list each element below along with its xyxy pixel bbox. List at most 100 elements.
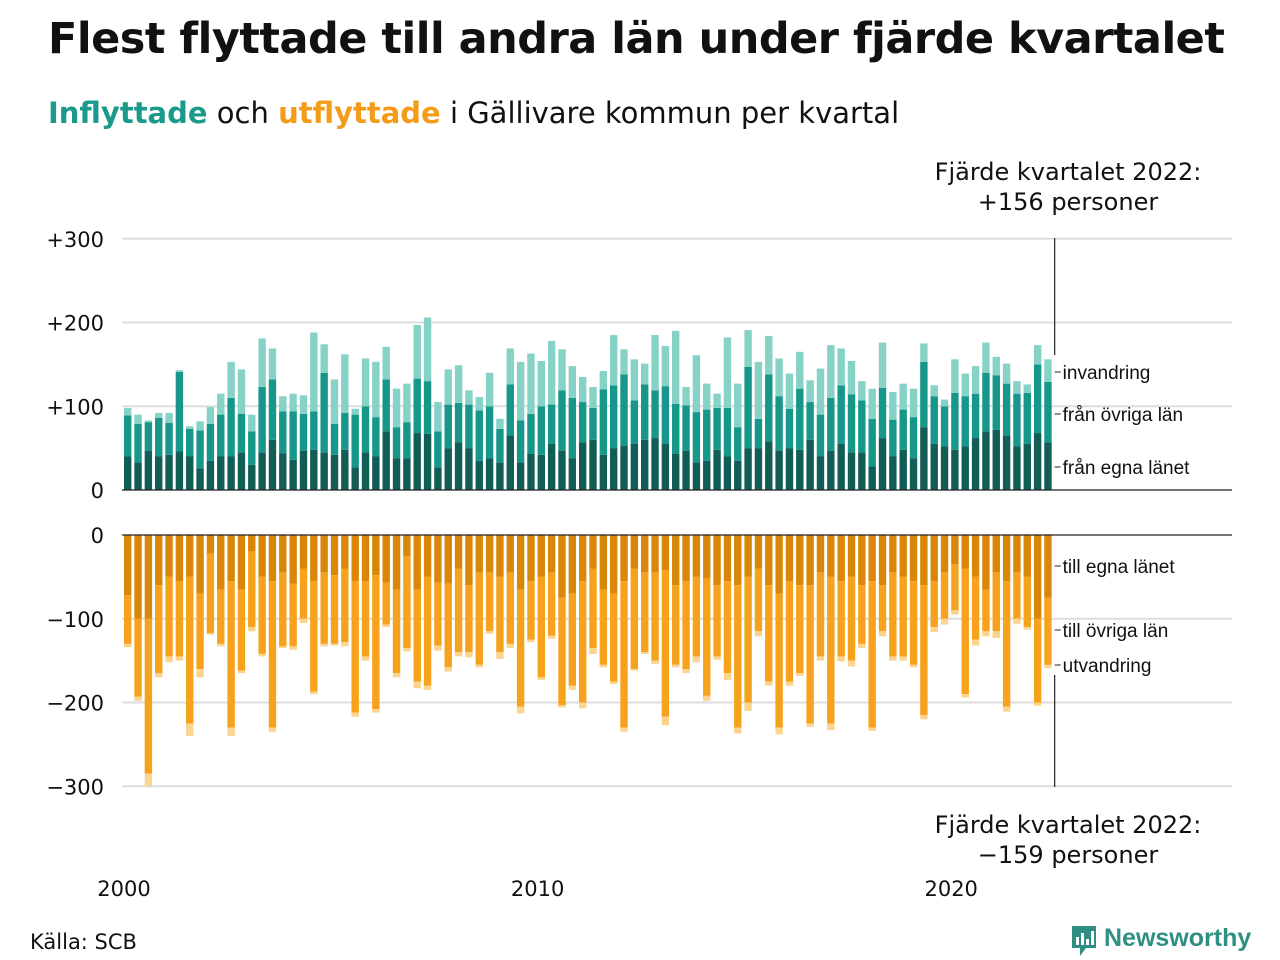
bar-outflow-local	[816, 535, 825, 573]
bar-inflow-immigration	[992, 356, 1000, 376]
bar-inflow-local	[361, 452, 370, 490]
bar-outflow-other	[392, 589, 401, 674]
bar-outflow-local	[1023, 535, 1031, 577]
bar-inflow-other	[744, 366, 752, 449]
bar-outflow-emigration	[279, 646, 287, 649]
bar-inflow-immigration	[475, 397, 483, 411]
bar-inflow-other	[289, 411, 297, 460]
bar-outflow-emigration	[889, 656, 897, 661]
bar-outflow-other	[620, 581, 628, 728]
bar-outflow-other	[868, 581, 876, 728]
bar-inflow-local	[1002, 435, 1011, 490]
bar-inflow-immigration	[268, 348, 277, 380]
bar-outflow-local	[578, 535, 587, 582]
bar-outflow-emigration	[971, 639, 980, 646]
bar-outflow-local	[858, 535, 866, 586]
bar-outflow-other	[372, 575, 380, 710]
bar-inflow-immigration	[547, 340, 556, 405]
bar-outflow-local	[785, 535, 794, 582]
bar-outflow-other	[1033, 618, 1042, 703]
y-tick-label-top: +300	[46, 228, 104, 252]
bar-inflow-other	[248, 431, 256, 465]
bar-inflow-local	[692, 462, 701, 490]
bar-outflow-local	[175, 535, 184, 582]
bar-outflow-other	[630, 568, 639, 669]
bar-outflow-other	[920, 585, 928, 716]
bar-outflow-emigration	[806, 723, 814, 727]
bar-outflow-other	[279, 572, 287, 647]
bar-inflow-immigration	[899, 383, 907, 410]
bar-inflow-other	[837, 385, 845, 444]
bar-inflow-other	[878, 387, 887, 439]
bar-outflow-local	[155, 535, 163, 586]
bar-inflow-other	[930, 396, 938, 444]
bar-outflow-other	[155, 585, 163, 674]
bar-inflow-local	[1023, 443, 1031, 490]
bar-outflow-local	[692, 535, 701, 577]
bar-outflow-emigration	[641, 652, 649, 654]
bar-inflow-local	[299, 450, 308, 490]
bar-inflow-immigration	[372, 361, 380, 418]
bar-inflow-other	[765, 374, 773, 442]
bar-inflow-local	[909, 458, 918, 490]
bar-outflow-other	[609, 593, 618, 682]
bar-outflow-local	[1002, 535, 1011, 582]
bar-outflow-local	[889, 535, 897, 573]
bar-outflow-emigration	[785, 681, 794, 686]
bar-inflow-local	[847, 452, 856, 490]
bar-inflow-local	[475, 460, 483, 490]
bar-outflow-other	[785, 581, 794, 682]
bar-inflow-immigration	[816, 368, 825, 415]
bar-inflow-immigration	[248, 414, 256, 432]
bar-inflow-immigration	[165, 412, 173, 423]
bar-outflow-local	[837, 535, 845, 582]
bar-inflow-immigration	[465, 390, 473, 405]
bar-inflow-immigration	[1023, 384, 1031, 393]
bar-inflow-local	[827, 450, 835, 490]
bar-outflow-emigration	[661, 716, 670, 726]
bar-inflow-immigration	[920, 343, 928, 362]
bar-outflow-other	[330, 575, 339, 644]
bar-outflow-local	[227, 535, 235, 582]
bar-inflow-local	[713, 449, 721, 490]
bar-inflow-local	[248, 464, 256, 490]
bar-inflow-immigration	[516, 361, 525, 421]
bar-outflow-other	[444, 583, 452, 668]
bar-inflow-other	[899, 409, 907, 450]
bar-outflow-local	[961, 535, 969, 569]
subtitle-inflow-word: Inflyttade	[48, 96, 208, 130]
bar-inflow-local	[630, 443, 639, 490]
bar-outflow-emigration	[734, 727, 742, 734]
bar-outflow-local	[434, 535, 442, 583]
bar-outflow-emigration	[516, 706, 525, 714]
bar-outflow-other	[1044, 597, 1052, 665]
bar-inflow-immigration	[558, 349, 566, 391]
bar-outflow-local	[144, 535, 153, 619]
bar-outflow-local	[454, 535, 463, 569]
bar-inflow-local	[868, 466, 876, 490]
bar-inflow-local	[754, 448, 763, 490]
bar-outflow-local	[310, 535, 318, 582]
bar-outflow-emigration	[920, 715, 928, 720]
bar-inflow-immigration	[310, 332, 318, 412]
bar-inflow-other	[537, 406, 545, 455]
bar-inflow-immigration	[609, 335, 618, 386]
bar-inflow-other	[341, 412, 349, 450]
bar-inflow-other	[568, 397, 577, 459]
bar-inflow-local	[1044, 442, 1052, 490]
bar-outflow-emigration	[320, 643, 328, 647]
bar-inflow-immigration	[196, 421, 204, 431]
bar-inflow-other	[1044, 381, 1052, 443]
bar-inflow-other	[206, 423, 215, 461]
bar-inflow-local	[392, 458, 401, 490]
bar-inflow-immigration	[723, 337, 732, 408]
bar-outflow-emigration	[1044, 664, 1052, 669]
y-tick-label-top: +100	[46, 395, 104, 419]
bar-inflow-local	[279, 453, 287, 490]
bar-outflow-local	[713, 535, 721, 586]
x-tick-label: 2010	[511, 877, 564, 901]
bar-inflow-local	[609, 448, 618, 490]
bar-outflow-other	[734, 585, 742, 728]
bar-outflow-emigration	[589, 648, 597, 654]
bar-outflow-local	[744, 535, 752, 577]
